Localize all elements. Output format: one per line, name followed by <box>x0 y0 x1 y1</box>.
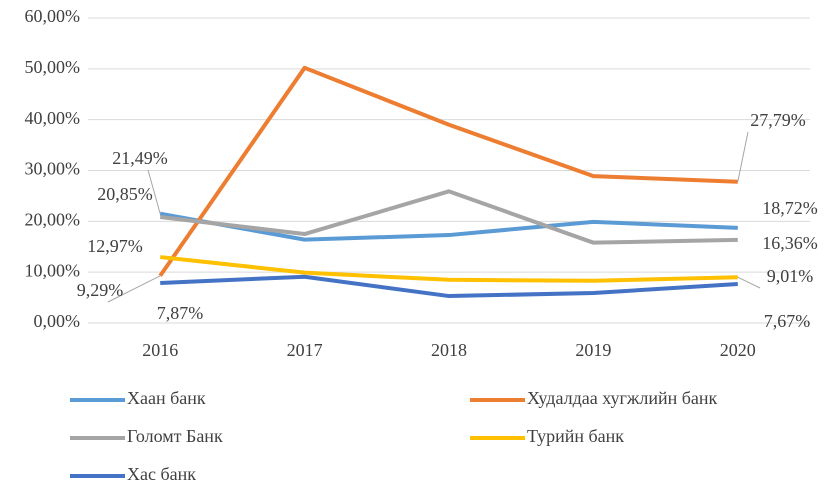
x-tick-label: 2018 <box>431 340 467 360</box>
series-line <box>160 274 738 299</box>
leader-line <box>737 276 761 289</box>
legend-label: Хаан банк <box>127 388 206 408</box>
data-label: 18,72% <box>762 198 818 218</box>
y-tick-label: 50,00% <box>25 57 81 77</box>
x-tick-label: 2019 <box>575 340 611 360</box>
y-tick-label: 60,00% <box>25 6 81 26</box>
legend-label: Турийн банк <box>527 426 624 446</box>
series-line <box>158 65 738 277</box>
data-label: 21,49% <box>112 148 168 168</box>
x-tick-label: 2016 <box>142 340 178 360</box>
leader-line <box>737 131 749 182</box>
legend-label: Хас банк <box>127 464 196 484</box>
data-label: 16,36% <box>762 233 818 253</box>
series-line <box>159 189 738 245</box>
data-label: 9,01% <box>767 266 814 286</box>
y-tick-label: 10,00% <box>25 260 81 280</box>
leader-line <box>147 169 161 214</box>
leader-line <box>107 275 161 303</box>
y-tick-label: 40,00% <box>25 108 81 128</box>
y-tick-label: 20,00% <box>25 209 81 229</box>
data-label: 12,97% <box>87 236 143 256</box>
legend-label: Голомт Банк <box>127 426 223 446</box>
series-line <box>159 255 738 283</box>
data-label: 27,79% <box>750 110 806 130</box>
data-label: 20,85% <box>97 184 153 204</box>
data-label: 7,67% <box>764 311 811 331</box>
x-tick-label: 2020 <box>720 340 756 360</box>
x-tick-label: 2017 <box>287 340 323 360</box>
legend-label: Худалдаа хугжлийн банк <box>527 388 718 408</box>
data-label: 7,87% <box>157 303 204 323</box>
y-tick-label: 0,00% <box>34 311 81 331</box>
data-label: 9,29% <box>77 280 124 300</box>
series-line <box>159 211 738 242</box>
y-tick-label: 30,00% <box>25 159 81 179</box>
